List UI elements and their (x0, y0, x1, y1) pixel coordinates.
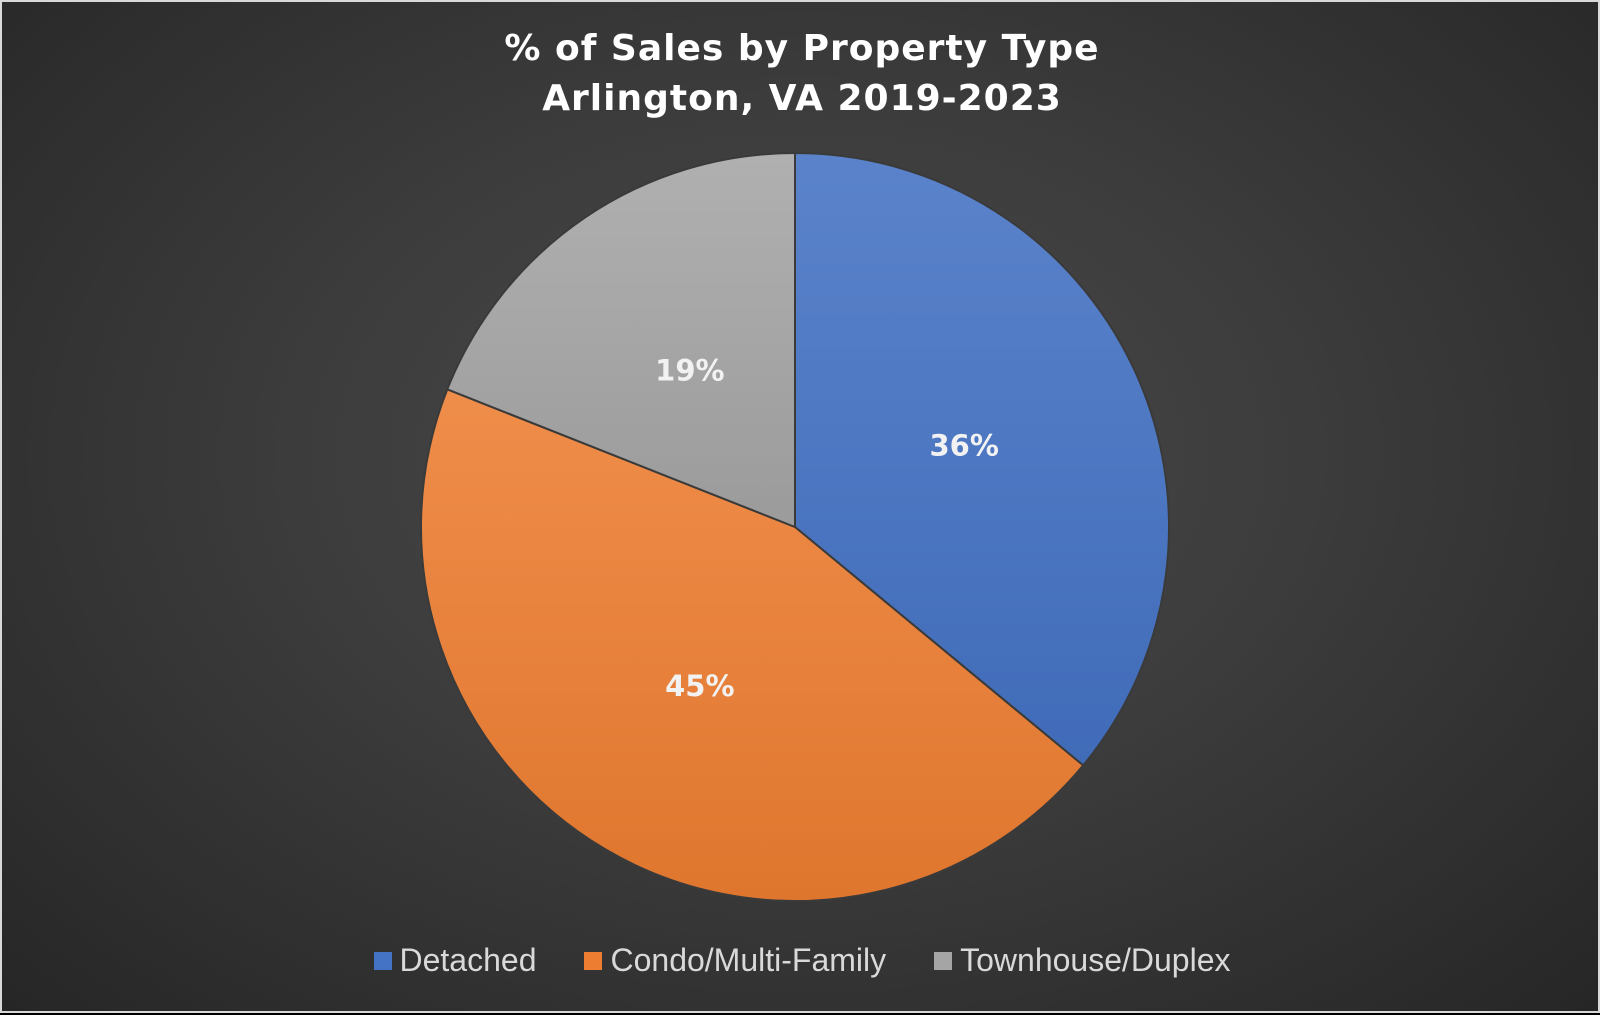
legend-item-detached: Detached (373, 942, 537, 979)
legend-label-townhouse: Townhouse/Duplex (960, 942, 1231, 978)
data-label-detached: 36% (929, 428, 998, 462)
chart-title-line1: % of Sales by Property Type (504, 28, 1100, 69)
legend-label-detached: Detached (399, 942, 537, 978)
pie-slice-townhouse (445, 151, 796, 529)
legend-item-townhouse: Townhouse/Duplex (934, 942, 1231, 979)
pie-slice-condo (420, 388, 1085, 902)
legend-label-condo: Condo/Multi-Family (610, 942, 887, 978)
legend-swatch-detached (373, 951, 392, 970)
legend-swatch-townhouse (934, 951, 953, 970)
data-label-townhouse: 19% (655, 353, 724, 387)
legend-item-condo: Condo/Multi-Family (584, 942, 886, 979)
chart-title-line2: Arlington, VA 2019-2023 (542, 78, 1062, 119)
legend-swatch-condo (584, 951, 603, 970)
data-label-condo: 45% (665, 669, 734, 703)
pie-slice-detached (794, 151, 1170, 767)
chart-legend: Detached Condo/Multi-Family Townhouse/Du… (2, 942, 1600, 979)
